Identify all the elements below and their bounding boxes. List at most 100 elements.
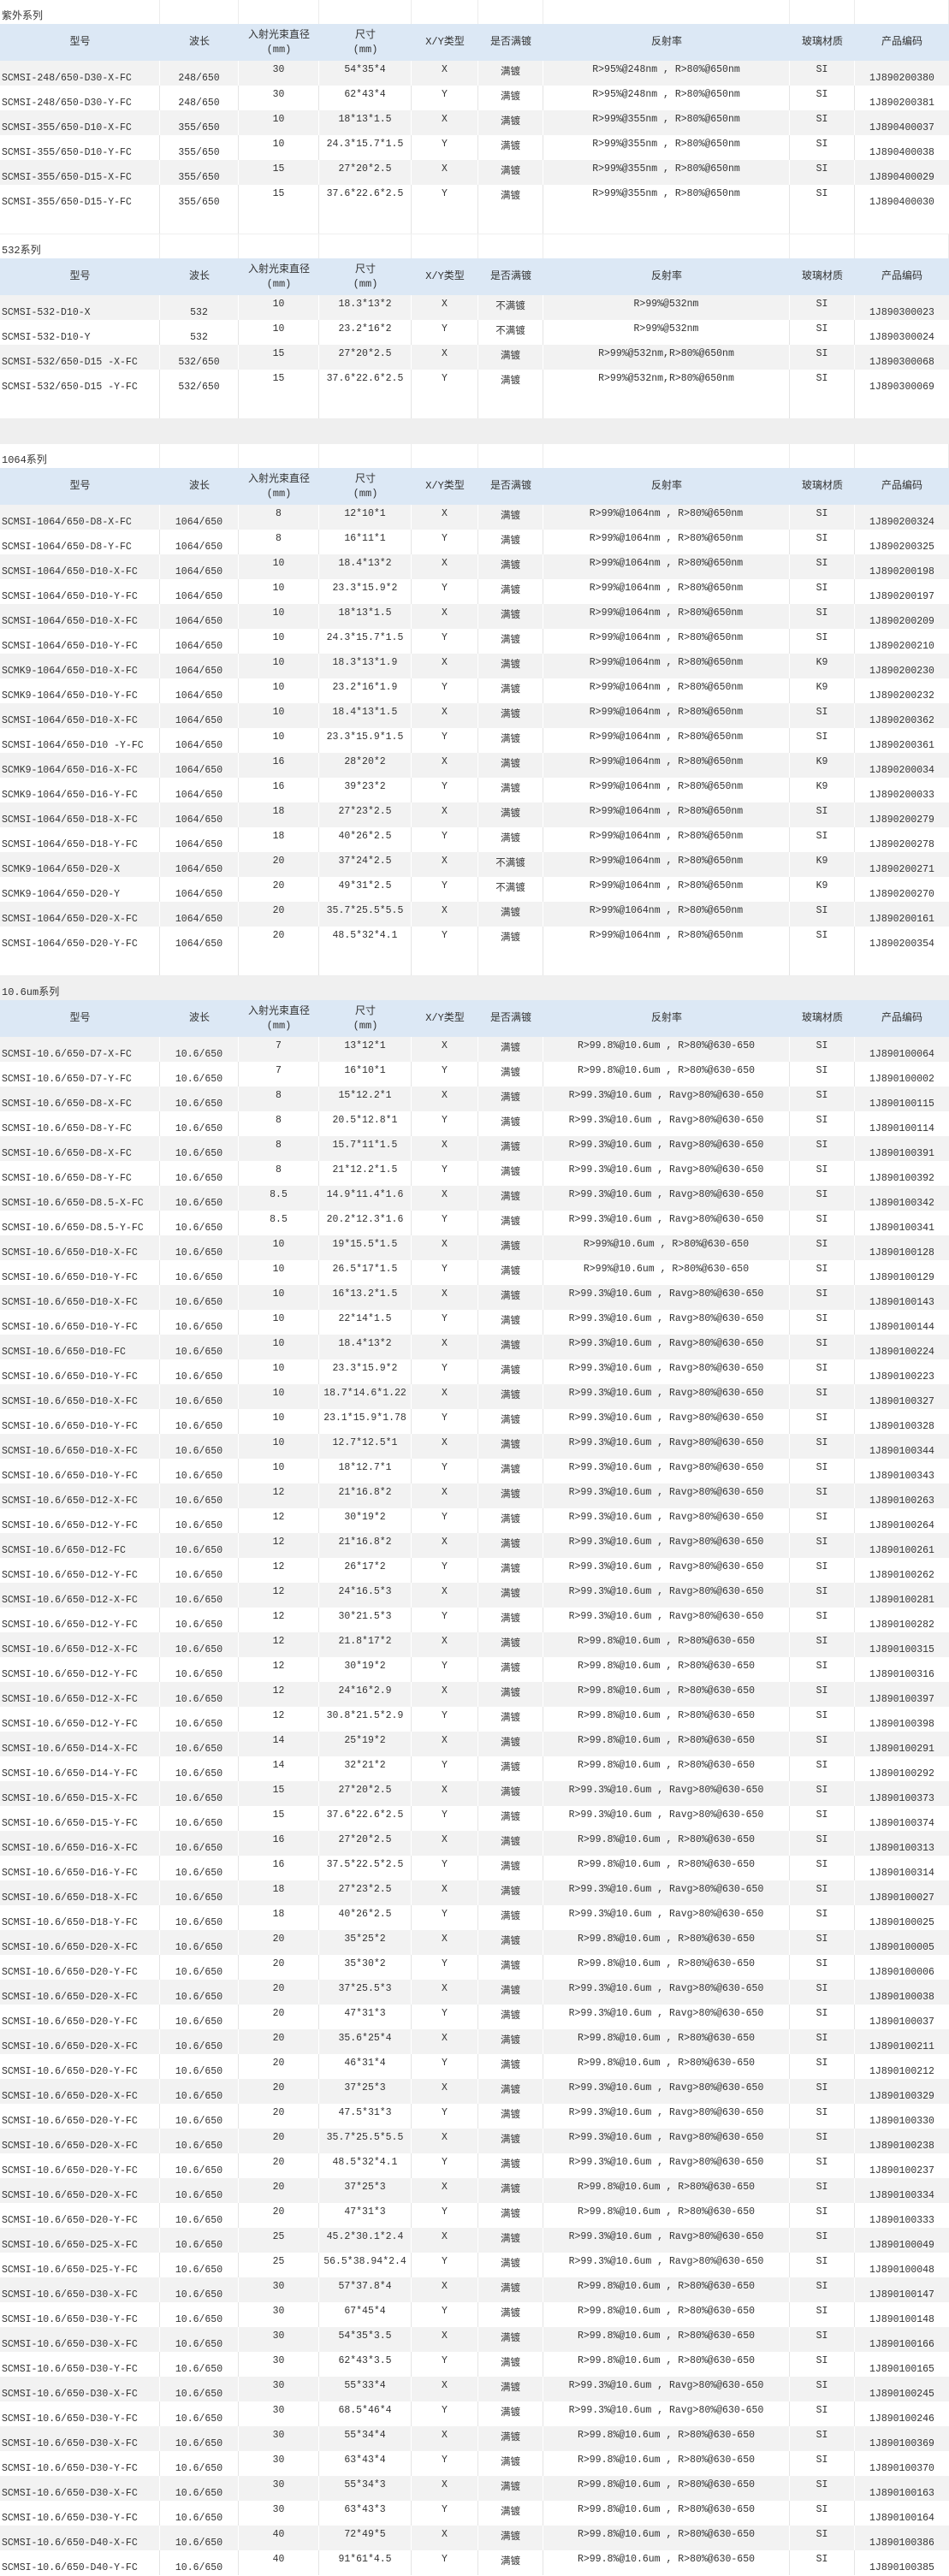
table-row[interactable]: SCMSI-355/650-D15-Y-FC 355/650 15 37.6*22.6… [0,185,949,210]
table-row[interactable]: SCMSI-532/650-D15 -X-FC 532/650 15 27*20*2.… [0,345,949,370]
table-row[interactable]: SCMSI-10.6/650-D10-Y-FC 10.6/650 10 22*14*1… [0,1310,949,1335]
table-row[interactable]: SCMSI-10.6/650-D20-X-FC 10.6/650 20 37*25*3… [0,2178,949,2203]
table-row[interactable]: SCMSI-10.6/650-D14-Y-FC 10.6/650 14 32*21*2… [0,1756,949,1781]
cell-glass-material-text: SI [816,583,828,594]
table-row[interactable]: SCMSI-532/650-D15 -Y-FC 532/650 15 37.6*22.… [0,370,949,394]
table-row[interactable]: SCMSI-10.6/650-D8-X-FC 10.6/650 8 15*12.2*1… [0,1087,949,1111]
table-row[interactable]: SCMK9-1064/650-D16-Y-FC 1064/650 16 39*23*2… [0,778,949,802]
table-row[interactable]: SCMSI-10.6/650-D20-X-FC 10.6/650 20 37*25*3… [0,2079,949,2104]
table-row[interactable]: SCMSI-10.6/650-D10-Y-FC 10.6/650 10 18*12.7… [0,1459,949,1483]
table-row[interactable]: SCMK9-1064/650-D16-X-FC 1064/650 16 28*20*2… [0,753,949,778]
table-row[interactable]: SCMSI-10.6/650-D16-Y-FC 10.6/650 16 37.5*22… [0,1856,949,1880]
table-row[interactable]: SCMSI-10.6/650-D12-Y-FC 10.6/650 12 30*19*2… [0,1657,949,1682]
table-row[interactable]: SCMSI-10.6/650-D15-Y-FC 10.6/650 15 37.6*22… [0,1806,949,1831]
cell-reflectance-text: R>95%@248nm , R>80%@650nm [592,89,740,100]
table-row[interactable]: SCMSI-10.6/650-D30-Y-FC 10.6/650 30 62*43*3… [0,2352,949,2377]
table-row[interactable]: SCMSI-1064/650-D8-X-FC 1064/650 8 12*10*1 X 满… [0,505,949,530]
table-row[interactable]: SCMSI-10.6/650-D10-Y-FC 10.6/650 10 23.3*15… [0,1359,949,1384]
table-row[interactable]: SCMSI-1064/650-D20-X-FC 1064/650 20 35.7*25… [0,902,949,927]
table-row[interactable]: SCMSI-10.6/650-D20-X-FC 10.6/650 20 35.6*25… [0,2029,949,2054]
table-row[interactable]: SCMSI-10.6/650-D25-Y-FC 10.6/650 25 56.5*38… [0,2253,949,2277]
table-row[interactable]: SCMSI-10.6/650-D30-Y-FC 10.6/650 30 67*45*4… [0,2302,949,2327]
table-row[interactable]: SCMSI-10.6/650-D40-X-FC 10.6/650 40 72*49*5… [0,2526,949,2550]
table-row[interactable]: SCMSI-10.6/650-D18-X-FC 10.6/650 18 27*23*2… [0,1880,949,1905]
table-row[interactable]: SCMSI-10.6/650-D10-Y-FC 10.6/650 10 26.5*17… [0,1260,949,1285]
table-row[interactable]: SCMSI-355/650-D10-Y-FC 355/650 10 24.3*15.7… [0,135,949,160]
table-row[interactable]: SCMSI-10.6/650-D20-Y-FC 10.6/650 20 47.5*31… [0,2104,949,2129]
table-row[interactable]: SCMSI-10.6/650-D20-X-FC 10.6/650 20 37*25.5… [0,1980,949,2005]
table-row[interactable]: SCMSI-10.6/650-D12-X-FC 10.6/650 12 21.8*17… [0,1632,949,1657]
table-row[interactable]: SCMSI-1064/650-D8-Y-FC 1064/650 8 16*11*1 Y 满… [0,530,949,554]
table-row[interactable]: SCMSI-1064/650-D10-X-FC 1064/650 10 18*13*1… [0,604,949,629]
cell-wavelength: 10.6/650 [160,2377,239,2401]
cell-xy-type-text: Y [442,1462,448,1473]
table-row[interactable]: SCMK9-1064/650-D20-Y 1064/650 20 49*31*2.5 Y… [0,877,949,902]
cell-model-text: SCMSI-1064/650-D20-Y-FC [2,939,138,950]
table-row[interactable]: SCMSI-10.6/650-D25-X-FC 10.6/650 25 45.2*30… [0,2228,949,2253]
table-row[interactable]: SCMSI-10.6/650-D8-Y-FC 10.6/650 8 21*12.2*1… [0,1161,949,1186]
table-row[interactable]: SCMSI-10.6/650-D14-X-FC 10.6/650 14 25*19*2… [0,1732,949,1756]
table-row[interactable]: SCMSI-10.6/650-D20-Y-FC 10.6/650 20 35*30*2… [0,1955,949,1980]
table-row[interactable]: SCMSI-1064/650-D10-Y-FC 1064/650 10 23.3*15… [0,579,949,604]
table-row[interactable]: SCMSI-248/650-D30-Y-FC 248/650 30 62*43*4 Y 满… [0,86,949,110]
table-row[interactable]: SCMSI-10.6/650-D10-Y-FC 10.6/650 10 23.1*15… [0,1409,949,1434]
table-row[interactable]: SCMSI-10.6/650-D10-X-FC 10.6/650 10 18.7*14… [0,1384,949,1409]
table-row[interactable]: SCMSI-10.6/650-D16-X-FC 10.6/650 16 27*20*2… [0,1831,949,1856]
table-row[interactable]: SCMSI-10.6/650-D8-Y-FC 10.6/650 8 20.5*12.8… [0,1111,949,1136]
cell-size: 35*25*2 [319,1930,412,1955]
table-row[interactable]: SCMSI-10.6/650-D30-Y-FC 10.6/650 30 63*43*4… [0,2451,949,2476]
table-row[interactable]: SCMSI-10.6/650-D10-X-FC 10.6/650 10 16*13.2… [0,1285,949,1310]
table-row[interactable]: SCMSI-532-D10-X 532 10 18.3*13*2 X 不满镀 R>99%@5… [0,295,949,320]
empty-cell [478,394,543,418]
table-row[interactable]: SCMSI-355/650-D10-X-FC 355/650 10 18*13*1.5… [0,110,949,135]
table-row[interactable]: SCMSI-532-D10-Y 532 10 23.2*16*2 Y 不满镀 R>99%@5… [0,320,949,345]
table-row[interactable]: SCMSI-10.6/650-D12-FC 10.6/650 12 21*16.8*2… [0,1533,949,1558]
table-row[interactable]: SCMSI-1064/650-D10-X-FC 1064/650 10 18.4*13… [0,554,949,579]
table-row[interactable]: SCMSI-10.6/650-D7-X-FC 10.6/650 7 13*12*1 X 满… [0,1037,949,1062]
table-row[interactable]: SCMSI-10.6/650-D10-FC 10.6/650 10 18.4*13*2… [0,1335,949,1359]
table-row[interactable]: SCMSI-10.6/650-D30-X-FC 10.6/650 30 57*37.8… [0,2277,949,2302]
table-row[interactable]: SCMSI-1064/650-D10 -Y-FC 1064/650 10 23.3*1… [0,728,949,753]
table-row[interactable]: SCMSI-10.6/650-D30-X-FC 10.6/650 30 55*33*4… [0,2377,949,2401]
table-row[interactable]: SCMSI-10.6/650-D18-Y-FC 10.6/650 18 40*26*2… [0,1905,949,1930]
table-row[interactable]: SCMSI-10.6/650-D12-Y-FC 10.6/650 12 30*21.5… [0,1608,949,1632]
table-row[interactable]: SCMSI-10.6/650-D8-X-FC 10.6/650 8 15.7*11*1… [0,1136,949,1161]
cell-size-text: 19*15.5*1.5 [332,1239,398,1250]
table-row[interactable]: SCMSI-10.6/650-D20-X-FC 10.6/650 20 35.7*25… [0,2129,949,2153]
table-row[interactable]: SCMSI-1064/650-D18-X-FC 1064/650 18 27*23*2… [0,802,949,827]
table-row[interactable]: SCMSI-1064/650-D10-Y-FC 1064/650 10 24.3*15… [0,629,949,654]
table-row[interactable]: SCMSI-10.6/650-D30-X-FC 10.6/650 30 54*35*3… [0,2327,949,2352]
table-row[interactable]: SCMK9-1064/650-D10-Y-FC 1064/650 10 23.2*16… [0,678,949,703]
table-row[interactable]: SCMSI-10.6/650-D30-X-FC 10.6/650 30 55*34*4… [0,2426,949,2451]
table-row[interactable]: SCMSI-10.6/650-D30-X-FC 10.6/650 30 55*34*3… [0,2476,949,2501]
table-row[interactable]: SCMSI-248/650-D30-X-FC 248/650 30 54*35*4 X 满… [0,61,949,86]
table-row[interactable]: SCMSI-10.6/650-D12-X-FC 10.6/650 12 24*16*2… [0,1682,949,1707]
table-row[interactable]: SCMSI-10.6/650-D12-Y-FC 10.6/650 12 30.8*21… [0,1707,949,1732]
table-row[interactable]: SCMSI-1064/650-D20-Y-FC 1064/650 20 48.5*32… [0,927,949,951]
table-row[interactable]: SCMSI-1064/650-D18-Y-FC 1064/650 18 40*26*2… [0,827,949,852]
table-row[interactable]: SCMSI-10.6/650-D20-X-FC 10.6/650 20 35*25*2… [0,1930,949,1955]
table-row[interactable]: SCMSI-10.6/650-D20-Y-FC 10.6/650 20 47*31*3… [0,2203,949,2228]
table-row[interactable]: SCMSI-10.6/650-D10-X-FC 10.6/650 10 12.7*12… [0,1434,949,1459]
cell-beam-diameter: 20 [239,852,319,877]
table-row[interactable]: SCMSI-10.6/650-D20-Y-FC 10.6/650 20 47*31*3… [0,2005,949,2029]
table-row[interactable]: SCMK9-1064/650-D10-X-FC 1064/650 10 18.3*13… [0,654,949,678]
table-row[interactable]: SCMSI-355/650-D15-X-FC 355/650 15 27*20*2.5… [0,160,949,185]
table-row[interactable]: SCMK9-1064/650-D20-X 1064/650 20 37*24*2.5 X… [0,852,949,877]
table-row[interactable]: SCMSI-10.6/650-D12-Y-FC 10.6/650 12 26*17*2… [0,1558,949,1583]
table-row[interactable]: SCMSI-10.6/650-D12-Y-FC 10.6/650 12 30*19*2… [0,1508,949,1533]
table-row[interactable]: SCMSI-10.6/650-D40-Y-FC 10.6/650 40 91*61*4… [0,2550,949,2575]
table-row[interactable]: SCMSI-10.6/650-D20-Y-FC 10.6/650 20 48.5*32… [0,2153,949,2178]
table-row[interactable]: SCMSI-10.6/650-D15-X-FC 10.6/650 15 27*20*2… [0,1781,949,1806]
table-row[interactable]: SCMSI-10.6/650-D20-Y-FC 10.6/650 20 46*31*4… [0,2054,949,2079]
table-row[interactable]: SCMSI-10.6/650-D12-X-FC 10.6/650 12 21*16.8… [0,1483,949,1508]
table-row[interactable]: SCMSI-10.6/650-D8.5-X-FC 10.6/650 8.5 14.9*… [0,1186,949,1211]
table-row[interactable]: SCMSI-1064/650-D10-X-FC 1064/650 10 18.4*13… [0,703,949,728]
table-row[interactable]: SCMSI-10.6/650-D12-X-FC 10.6/650 12 24*16.5… [0,1583,949,1608]
table-row[interactable]: SCMSI-10.6/650-D10-X-FC 10.6/650 10 19*15.5… [0,1235,949,1260]
cell-beam-diameter-text: 20 [272,905,285,916]
table-row[interactable]: SCMSI-10.6/650-D30-Y-FC 10.6/650 30 63*43*3… [0,2501,949,2526]
table-row[interactable]: SCMSI-10.6/650-D30-Y-FC 10.6/650 30 68.5*46… [0,2401,949,2426]
table-row[interactable]: SCMSI-10.6/650-D8.5-Y-FC 10.6/650 8.5 20.2*… [0,1211,949,1235]
table-row[interactable]: SCMSI-10.6/650-D7-Y-FC 10.6/650 7 16*10*1 Y 满… [0,1062,949,1087]
